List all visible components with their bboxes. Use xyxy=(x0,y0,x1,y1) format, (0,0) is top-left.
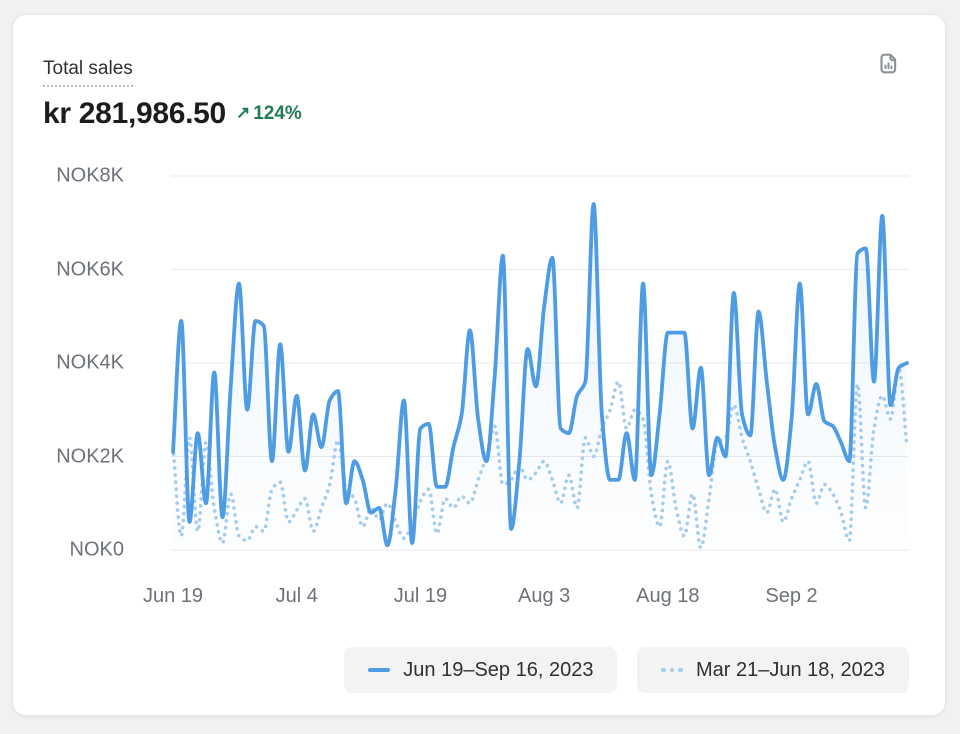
legend-item-previous-period: Mar 21–Jun 18, 2023 xyxy=(637,647,909,693)
metric-title[interactable]: Total sales xyxy=(43,57,133,87)
solid-line-swatch-icon xyxy=(368,668,391,672)
legend-item-current-period: Jun 19–Sep 16, 2023 xyxy=(344,647,618,693)
trend-up-arrow-icon: ↗ xyxy=(235,103,251,122)
sales-line-chart-svg xyxy=(171,175,909,551)
document-chart-icon xyxy=(876,51,901,79)
x-axis-label: Jul 19 xyxy=(393,585,448,607)
x-axis-label: Jun 19 xyxy=(142,585,204,607)
x-axis-label: Sep 2 xyxy=(765,585,818,607)
chart-legend: Jun 19–Sep 16, 2023 Mar 21–Jun 18, 2023 xyxy=(171,647,909,693)
y-axis-label: NOK0 xyxy=(69,538,124,561)
y-axis-label: NOK4K xyxy=(56,351,124,374)
view-report-button[interactable] xyxy=(874,51,902,79)
metric-value-row: kr 281,986.50 ↗ 124% xyxy=(43,97,302,131)
legend-label-previous: Mar 21–Jun 18, 2023 xyxy=(695,658,885,681)
total-sales-card: Total sales kr 281,986.50 ↗ 124% NOK8K N… xyxy=(12,14,946,716)
legend-label-current: Jun 19–Sep 16, 2023 xyxy=(403,658,594,681)
y-axis-label: NOK6K xyxy=(56,258,124,280)
current-period-line xyxy=(171,202,909,548)
x-axis-label: Aug 18 xyxy=(636,585,700,607)
dotted-line-swatch-icon xyxy=(661,667,683,673)
chart-plot-area[interactable] xyxy=(171,175,909,551)
previous-period-line xyxy=(171,365,909,550)
change-badge: ↗ 124% xyxy=(236,103,302,125)
x-axis-label: Jul 4 xyxy=(275,585,318,607)
metric-value: kr 281,986.50 xyxy=(43,97,226,130)
y-axis-label: NOK8K xyxy=(56,164,124,187)
change-percent: 124% xyxy=(253,103,302,124)
y-axis-label: NOK2K xyxy=(56,445,124,467)
x-axis-label: Aug 3 xyxy=(517,585,571,607)
